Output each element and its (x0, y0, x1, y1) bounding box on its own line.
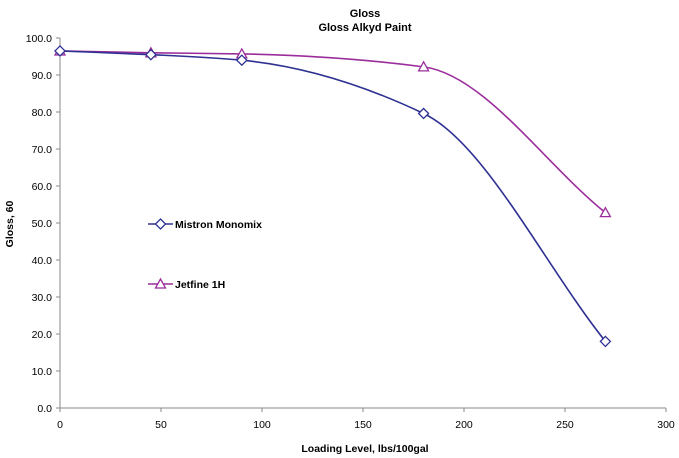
x-tick-label: 150 (354, 419, 372, 431)
y-tick-label: 90.0 (32, 70, 53, 82)
series-jetfine-1h (53, 44, 612, 218)
axes: 0.0 10.0 20.0 30.0 40.0 50.0 60.0 70.0 80.0 90.0 1… (26, 33, 675, 431)
legend-label: Jetfine 1H (175, 279, 225, 291)
series-line-mistron-monomix (59, 50, 607, 342)
y-tick-label: 100.0 (26, 33, 52, 45)
data-point-mistron-monomix (417, 107, 430, 120)
y-tick-label: 60.0 (32, 181, 53, 193)
legend-marker-jetfine-1h (154, 277, 167, 289)
data-point-jetfine-1h (417, 60, 430, 72)
data-point-mistron-monomix (599, 335, 612, 348)
x-tick-label: 100 (253, 419, 271, 431)
x-tick-label: 0 (57, 419, 63, 431)
y-axis-label: Gloss, 60 (4, 201, 16, 248)
y-tick-label: 20.0 (32, 329, 53, 341)
y-tick-label: 30.0 (32, 292, 53, 304)
legend: Mistron Monomix Jetfine 1H (148, 218, 262, 291)
x-tick-label: 50 (155, 419, 167, 431)
data-point-mistron-monomix (235, 54, 248, 67)
data-point-mistron-monomix (144, 48, 157, 61)
y-tick-label: 50.0 (32, 218, 53, 230)
series-line-jetfine-1h (59, 50, 606, 214)
x-tick-label: 300 (657, 419, 675, 431)
y-tick-label: 40.0 (32, 255, 53, 267)
y-tick-label: 70.0 (32, 144, 53, 156)
y-tick-label: 0.0 (37, 403, 52, 415)
chart-subtitle: Gloss Alkyd Paint (318, 22, 411, 34)
legend-item-jetfine-1h: Jetfine 1H (148, 277, 225, 291)
y-tick-label: 10.0 (32, 366, 53, 378)
series-mistron-monomix (54, 45, 612, 348)
data-point-jetfine-1h (599, 206, 612, 218)
legend-marker-mistron-monomix (154, 218, 167, 230)
x-tick-label: 200 (455, 419, 473, 431)
x-axis-label: Loading Level, lbs/100gal (301, 443, 428, 455)
series-layer (53, 44, 612, 348)
legend-label: Mistron Monomix (175, 219, 262, 231)
data-point-mistron-monomix (54, 45, 66, 57)
y-tick-label: 80.0 (32, 107, 53, 119)
chart-title: Gloss (350, 8, 381, 20)
legend-item-mistron-monomix: Mistron Monomix (148, 218, 262, 231)
x-tick-label: 250 (556, 419, 574, 431)
